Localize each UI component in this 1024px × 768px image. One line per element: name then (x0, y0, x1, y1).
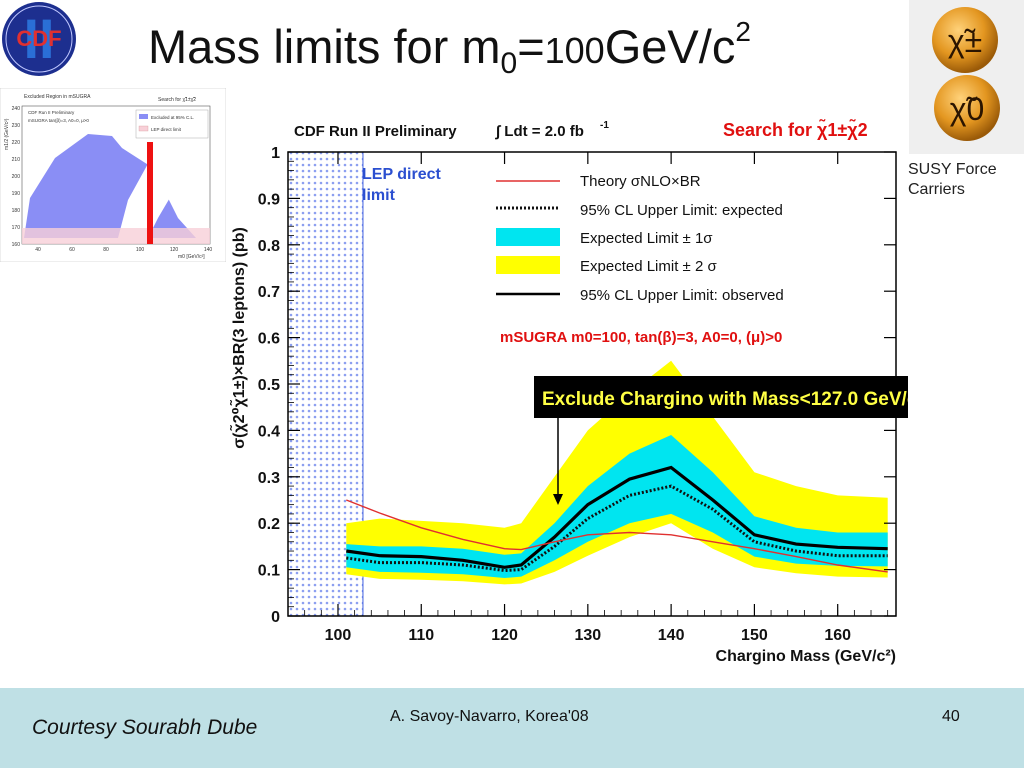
neutralino-sphere (934, 75, 1000, 141)
title-value: 100 (544, 30, 605, 71)
y-tick-label: 0.3 (258, 470, 280, 487)
band-1sigma (346, 435, 888, 578)
title-sub: 0 (500, 47, 518, 80)
y-tick-label: 1 (271, 145, 280, 162)
inset-search: Search for χ̃1±χ̃2 (158, 97, 196, 103)
title-unit: GeV/c (604, 20, 736, 73)
series-expected (346, 484, 888, 573)
y-tick-label: 0.9 (258, 191, 280, 208)
author-text: A. Savoy-Navarro, Korea'08 (390, 708, 589, 725)
annotation-text: Exclude Chargino with Mass<127.0 GeV/c² (542, 389, 908, 410)
courtesy-text: Courtesy Sourabh Dube (32, 716, 258, 739)
legend-theory: Theory σNLO×BR (580, 173, 701, 190)
legend-1sigma-swatch (496, 228, 560, 246)
y-tick-label: 0.6 (258, 331, 280, 348)
inset-y-tick-label: 210 (12, 157, 21, 163)
series-observed (346, 465, 888, 569)
inset-y-tick-label: 200 (12, 174, 21, 180)
title-main: Mass limits for m (148, 20, 501, 73)
legend-2sigma: Expected Limit ± 2 σ (580, 258, 717, 275)
title-unit-sup: 2 (735, 16, 751, 47)
annotation-box (534, 376, 908, 418)
y-tick-label: 0 (271, 609, 280, 626)
legend-1sigma: Expected Limit ± 1σ (580, 230, 713, 247)
chart-header-lumi: ∫ Ldt = 2.0 fb (495, 123, 584, 140)
inset-info1: CDF Run II Preliminary (28, 110, 75, 115)
inset-x-tick-label: 80 (103, 247, 109, 253)
susy-caption: SUSY Force Carriers (908, 161, 997, 198)
chart-header-right: Search for χ̃1±χ̃2 (723, 118, 868, 140)
inset-allowed-strip (118, 128, 196, 238)
chart-header-left: CDF Run II Preliminary (294, 123, 457, 140)
cdf-logo: II CDF (2, 2, 76, 76)
main-chart: CDF Run II Preliminary ∫ Ldt = 2.0 fb -1… (228, 118, 908, 665)
annotation-arrowhead (553, 494, 563, 505)
chart-ylabel: σ(χ̃2⁰χ̃1±)×BR(3 leptons) (pb) (228, 227, 248, 449)
inset-title: Excluded Region in mSUGRA (24, 94, 91, 100)
cdf-logo-text: CDF (16, 26, 61, 51)
inset-legend-excluded: Excluded at 95% C.L. (151, 115, 194, 120)
inset-x-tick-label: 120 (170, 247, 179, 253)
inset-y-tick-label: 240 (12, 106, 21, 112)
inset-x-tick-label: 60 (69, 247, 75, 253)
slide-title: Mass limits for m0=100GeV/c2 (148, 16, 751, 82)
lep-label-1: LEP direct (362, 166, 442, 183)
lep-label-2: limit (362, 187, 396, 204)
inset-exclusion-plot: Excluded Region in mSUGRA Search for χ̃1… (0, 88, 226, 262)
y-tick-label: 0.2 (258, 516, 280, 533)
inset-marker (147, 142, 153, 244)
susy-image: χ̃± χ̃0 (909, 0, 1024, 154)
inset-legend-lep: LEP direct limit (151, 127, 182, 132)
neutralino-symbol: χ̃0 (950, 91, 985, 127)
y-tick-label: 0.5 (258, 377, 280, 394)
inset-x-tick-label: 40 (35, 247, 41, 253)
inset-y-tick-label: 230 (12, 123, 21, 129)
x-tick-label: 140 (658, 627, 685, 644)
cdf-logo-roman: II (23, 7, 54, 70)
x-tick-label: 130 (574, 627, 601, 644)
legend-2sigma-swatch (496, 256, 560, 274)
title-eq: = (517, 20, 545, 73)
y-tick-label: 0.8 (258, 238, 280, 255)
x-tick-label: 110 (408, 627, 434, 644)
chart-header-lumi-sup: -1 (600, 120, 609, 131)
chargino-sphere (932, 7, 998, 73)
x-tick-label: 100 (325, 627, 352, 644)
legend-expected: 95% CL Upper Limit: expected (580, 202, 783, 219)
x-tick-label: 150 (741, 627, 768, 644)
chargino-symbol: χ̃± (948, 23, 982, 59)
inset-x-tick-label: 140 (204, 247, 213, 253)
inset-y-tick-label: 180 (12, 208, 21, 214)
x-tick-label: 120 (491, 627, 518, 644)
y-tick-label: 0.4 (258, 423, 280, 440)
inset-info2: mSUGRA tan(β)=3, A0=0, μ>0 (28, 118, 89, 123)
inset-y-tick-label: 190 (12, 191, 21, 197)
x-tick-label: 160 (824, 627, 851, 644)
inset-y-tick-label: 160 (12, 242, 21, 248)
page-number: 40 (942, 708, 960, 725)
series-theory (346, 499, 888, 573)
y-tick-label: 0.1 (258, 563, 280, 580)
legend-observed: 95% CL Upper Limit: observed (580, 287, 784, 304)
footer-bar (0, 688, 1024, 768)
params-label: mSUGRA m0=100, tan(β)=3, A0=0, (μ)>0 (500, 329, 782, 346)
inset-ylabel: m1/2 (GeV/c²) (4, 118, 10, 150)
chart-xlabel: Chargino Mass (GeV/c²) (716, 648, 896, 665)
inset-y-tick-label: 220 (12, 140, 21, 146)
y-tick-label: 0.7 (258, 284, 280, 301)
inset-y-tick-label: 170 (12, 225, 21, 231)
inset-lep-band (22, 228, 210, 244)
inset-x-tick-label: 100 (136, 247, 145, 253)
inset-xlabel: m0 [GeV/c²] (178, 254, 205, 260)
